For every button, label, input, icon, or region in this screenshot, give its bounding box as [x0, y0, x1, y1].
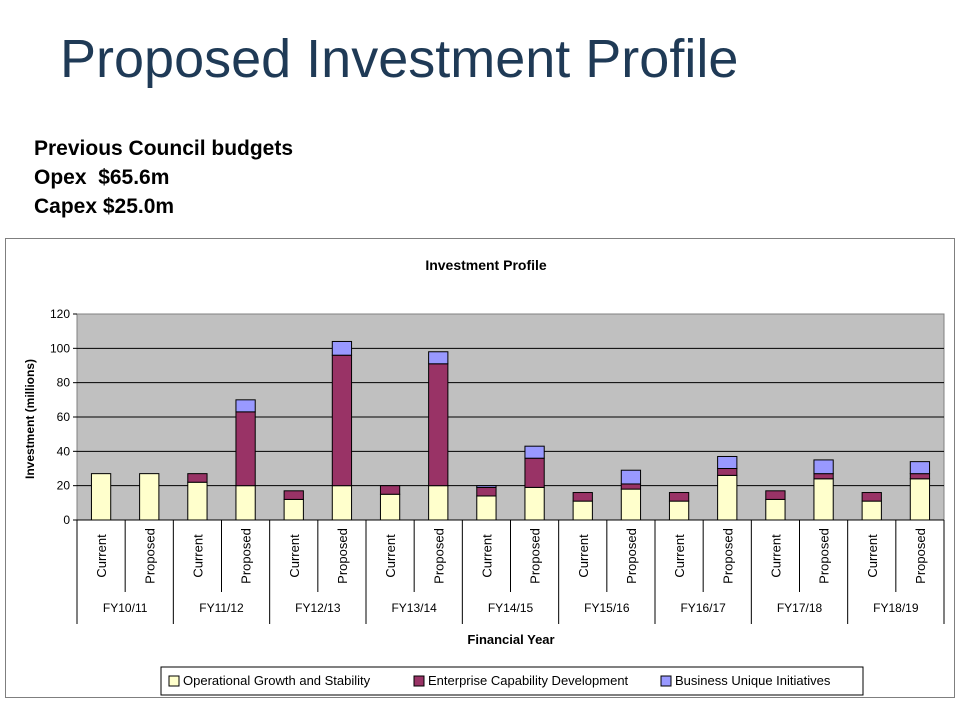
bar-segment-business: [717, 455, 738, 470]
legend-label-operational: Operational Growth and Stability: [183, 673, 371, 688]
x-category-label: Proposed: [335, 528, 350, 584]
x-category-label: Proposed: [720, 528, 735, 584]
bar-segment-enterprise: [331, 354, 353, 487]
bar-segment-operational: [524, 486, 545, 521]
bar-segment-enterprise: [283, 490, 304, 500]
bar-segment-business: [909, 461, 931, 475]
bar-segment-enterprise: [620, 483, 642, 490]
bar-segment-operational: [476, 495, 497, 521]
bar-segment-business: [524, 445, 545, 459]
bar-segment-operational: [909, 478, 931, 521]
bar-segment-enterprise: [572, 492, 593, 502]
x-category-label: Current: [672, 534, 687, 578]
bar-segment-enterprise: [187, 473, 208, 483]
chart-frame: Investment Profile Investment (millions)…: [5, 238, 955, 698]
bar-segment-operational: [90, 473, 112, 521]
bar-segment-operational: [620, 488, 642, 521]
bar-segment-enterprise: [813, 473, 834, 480]
legend-label-enterprise: Enterprise Capability Development: [428, 673, 629, 688]
opex-line: Opex $65.6m: [34, 166, 170, 189]
bar-segment-operational: [572, 500, 593, 521]
bar-segment-operational: [428, 485, 449, 521]
bar-segment-enterprise: [428, 363, 449, 487]
investment-profile-chart: Investment Profile Investment (millions)…: [23, 257, 945, 696]
y-tick-label: 40: [57, 444, 71, 458]
x-category-label: Current: [768, 534, 783, 578]
chart-title: Investment Profile: [425, 257, 547, 273]
x-group-label: FY17/18: [777, 601, 823, 615]
legend-swatch-enterprise: [413, 675, 425, 687]
x-category-label: Proposed: [239, 528, 254, 584]
x-category-label: Current: [94, 534, 109, 578]
legend: Operational Growth and Stability Enterpr…: [160, 666, 864, 696]
bar-segment-operational: [331, 485, 353, 521]
bar-segment-business: [235, 399, 256, 413]
bar-segment-business: [428, 351, 449, 365]
bar-segment-enterprise: [717, 468, 738, 476]
x-category-label: Current: [383, 534, 398, 578]
capex-line: Capex $25.0m: [34, 195, 175, 218]
x-category-label: Current: [479, 534, 494, 578]
x-category-label: Current: [576, 534, 591, 578]
bar-segment-operational: [765, 498, 786, 521]
x-category-label: Current: [190, 534, 205, 578]
bar-segment-operational: [861, 500, 882, 521]
legend-box: [160, 666, 864, 696]
x-category-label: Current: [865, 534, 880, 578]
x-category-label: Proposed: [528, 528, 543, 584]
x-category-label: Current: [287, 534, 302, 578]
bar-segment-operational: [283, 498, 304, 521]
bar-segment-business: [476, 485, 497, 488]
slide-title: Proposed Investment Profile: [60, 29, 739, 89]
bar-segment-operational: [235, 485, 256, 521]
legend-swatch-business: [660, 675, 672, 687]
x-group-label: FY18/19: [873, 601, 919, 615]
x-group-label: FY14/15: [488, 601, 534, 615]
x-group-label: FY11/12: [199, 601, 244, 615]
bar-segment-enterprise: [235, 411, 256, 487]
y-tick-labels: 0 20 40 60 80 100 120: [50, 307, 77, 527]
bar-segment-enterprise: [765, 490, 786, 500]
x-group-label: FY12/13: [295, 601, 341, 615]
x-axis: Current Proposed Current Proposed Current Pro…: [76, 519, 945, 624]
bar-segment-enterprise: [379, 485, 401, 495]
bar-segment-enterprise: [909, 473, 931, 480]
bar-segment-enterprise: [668, 492, 690, 502]
y-tick-label: 80: [57, 376, 71, 390]
bar-segment-operational: [379, 493, 401, 521]
bar-segment-operational: [668, 500, 690, 521]
legend-label-business: Business Unique Initiatives: [675, 673, 831, 688]
y-tick-label: 0: [63, 513, 70, 527]
budget-heading: Previous Council budgets: [34, 137, 294, 160]
gridlines: [77, 347, 944, 487]
bar-segment-operational: [717, 474, 738, 521]
y-tick-label: 120: [50, 307, 70, 321]
y-axis-label: Investment (millions): [23, 359, 37, 479]
x-category-label: Proposed: [817, 528, 832, 584]
bar-segment-enterprise: [476, 486, 497, 497]
bar-segment-business: [331, 340, 353, 356]
x-category-label: Proposed: [913, 528, 928, 584]
bar-segment-operational: [187, 481, 208, 521]
y-tick-label: 100: [50, 341, 70, 355]
x-group-label: FY16/17: [680, 601, 726, 615]
x-group-label: FY13/14: [391, 601, 437, 615]
legend-swatch-operational: [168, 675, 180, 687]
x-category-label: Proposed: [624, 528, 639, 584]
x-group-label: FY10/11: [103, 601, 148, 615]
bar-segment-business: [620, 469, 642, 485]
x-axis-label: Financial Year: [467, 632, 554, 647]
bar-segment-enterprise: [524, 457, 545, 488]
budget-info: Previous Council budgets Opex $65.6m Cap…: [34, 134, 293, 221]
x-group-label: FY15/16: [584, 601, 630, 615]
y-tick-label: 20: [57, 479, 71, 493]
x-category-label: Proposed: [142, 528, 157, 584]
bar-segment-business: [813, 459, 834, 475]
x-category-label: Proposed: [431, 528, 446, 584]
bar-segment-enterprise: [861, 492, 882, 502]
bar-segment-operational: [813, 478, 834, 521]
bar-segment-operational: [139, 473, 160, 521]
y-tick-label: 60: [57, 410, 71, 424]
